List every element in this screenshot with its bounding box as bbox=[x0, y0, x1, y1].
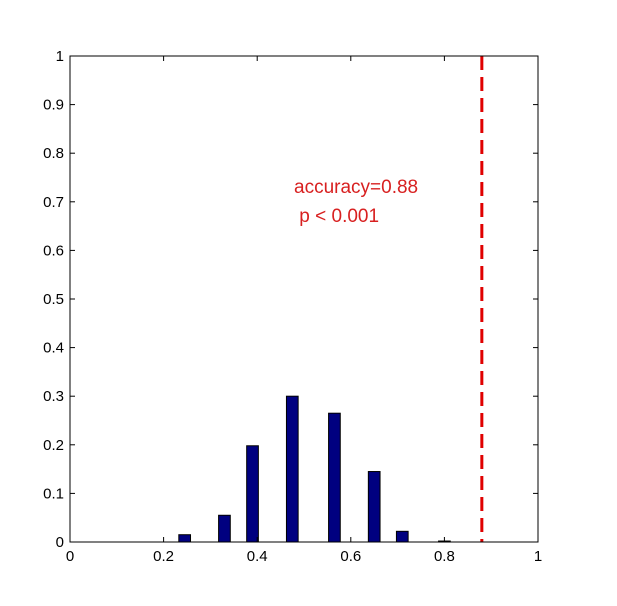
y-axis-ticks: 0 0.1 0.2 0.3 0.4 0.5 0.6 0.7 0.8 0.9 1 bbox=[43, 48, 538, 551]
histogram-bar bbox=[328, 412, 341, 543]
histogram-bar bbox=[395, 530, 409, 543]
histogram-bar bbox=[178, 534, 192, 543]
y-tick-label: 0.8 bbox=[43, 145, 64, 162]
y-tick-label: 1 bbox=[56, 48, 64, 65]
y-tick-label: 0 bbox=[56, 534, 64, 551]
y-tick-label: 0.7 bbox=[43, 194, 64, 211]
y-tick-label: 0.2 bbox=[43, 437, 64, 454]
x-tick-label: 0 bbox=[66, 548, 74, 565]
x-tick-label: 0.4 bbox=[247, 548, 268, 565]
y-tick-label: 0.6 bbox=[43, 242, 64, 259]
y-tick-label: 0.1 bbox=[43, 485, 64, 502]
histogram-bar bbox=[218, 514, 231, 543]
histogram-bar bbox=[285, 395, 299, 543]
y-tick-label: 0.5 bbox=[43, 291, 64, 308]
x-tick-label: 0.8 bbox=[434, 548, 455, 565]
x-tick-label: 0.2 bbox=[153, 548, 174, 565]
histogram-bar bbox=[367, 471, 381, 543]
y-tick-label: 0.4 bbox=[43, 340, 64, 357]
y-tick-label: 0.3 bbox=[43, 388, 64, 405]
annotation-accuracy: accuracy=0.88 bbox=[294, 177, 418, 198]
histogram-bar bbox=[246, 445, 259, 543]
y-tick-label: 0.9 bbox=[43, 97, 64, 114]
x-tick-label: 1 bbox=[534, 548, 542, 565]
x-axis-ticks: 0 0.2 0.4 0.6 0.8 1 bbox=[66, 56, 542, 565]
annotation-p-value: p < 0.001 bbox=[294, 206, 379, 227]
plot-background bbox=[70, 56, 538, 542]
x-tick-label: 0.6 bbox=[340, 548, 361, 565]
